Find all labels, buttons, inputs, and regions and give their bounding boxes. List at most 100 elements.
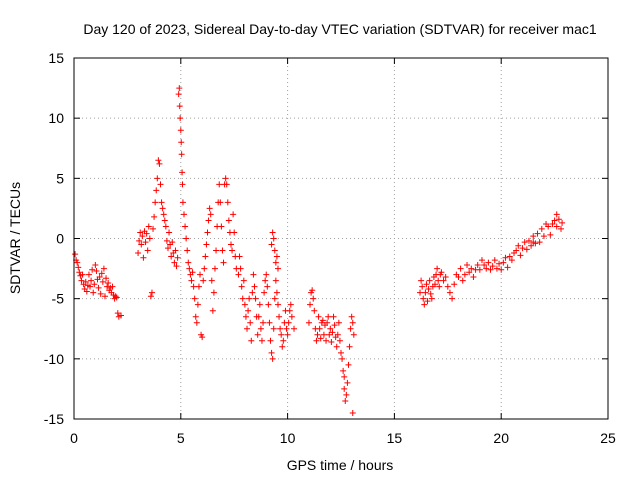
data-point bbox=[183, 235, 190, 242]
data-point bbox=[74, 259, 81, 266]
data-point bbox=[274, 301, 281, 308]
data-point bbox=[476, 266, 483, 273]
data-point bbox=[139, 233, 146, 240]
data-point bbox=[179, 199, 186, 206]
x-tick-label: 15 bbox=[387, 430, 403, 446]
data-point bbox=[534, 230, 541, 237]
data-point bbox=[179, 181, 186, 188]
data-point bbox=[251, 283, 258, 290]
data-point bbox=[345, 361, 352, 368]
data-point bbox=[219, 247, 226, 254]
data-point bbox=[262, 277, 269, 284]
data-point bbox=[334, 331, 341, 338]
y-tick-label: 5 bbox=[56, 170, 64, 186]
data-point bbox=[135, 249, 142, 256]
data-point bbox=[317, 335, 324, 342]
data-point bbox=[331, 322, 338, 329]
data-point bbox=[517, 252, 524, 259]
data-point bbox=[154, 175, 161, 182]
data-point bbox=[206, 205, 213, 212]
data-point bbox=[506, 253, 513, 260]
data-point bbox=[203, 241, 210, 248]
data-point bbox=[200, 277, 207, 284]
data-point bbox=[104, 283, 111, 290]
data-point bbox=[523, 246, 530, 253]
data-point bbox=[519, 245, 526, 252]
data-point bbox=[155, 157, 162, 164]
data-point bbox=[168, 253, 175, 260]
data-point bbox=[75, 264, 82, 271]
y-tick-label: -15 bbox=[44, 411, 64, 427]
data-point bbox=[278, 331, 285, 338]
data-point bbox=[268, 241, 275, 248]
data-point bbox=[426, 277, 433, 284]
data-point bbox=[227, 241, 234, 248]
data-point bbox=[314, 331, 321, 338]
data-point bbox=[109, 283, 116, 290]
y-axis-label: SDTVAR / TECUs bbox=[7, 182, 23, 294]
data-point bbox=[502, 254, 509, 261]
data-point bbox=[424, 298, 431, 305]
data-point bbox=[325, 313, 332, 320]
data-point bbox=[158, 199, 165, 206]
data-point bbox=[347, 325, 354, 332]
data-point bbox=[338, 349, 344, 356]
data-point bbox=[184, 247, 191, 254]
data-point bbox=[161, 217, 168, 224]
data-point bbox=[553, 211, 560, 218]
data-point bbox=[169, 239, 176, 246]
data-point bbox=[438, 269, 445, 276]
data-point bbox=[288, 313, 295, 320]
data-point bbox=[216, 181, 223, 188]
data-point bbox=[87, 283, 94, 290]
data-point bbox=[99, 278, 106, 285]
data-point bbox=[241, 301, 248, 308]
data-point bbox=[72, 251, 79, 258]
data-point bbox=[515, 242, 522, 249]
data-point bbox=[474, 261, 481, 268]
data-point bbox=[431, 281, 438, 288]
data-point bbox=[319, 317, 326, 324]
data-point bbox=[273, 253, 280, 260]
data-point bbox=[258, 337, 265, 344]
data-point bbox=[147, 293, 154, 300]
data-point bbox=[235, 271, 242, 278]
data-point bbox=[478, 257, 485, 264]
data-point bbox=[485, 259, 492, 266]
data-point bbox=[101, 293, 108, 300]
data-point bbox=[179, 169, 186, 176]
data-point bbox=[268, 349, 275, 356]
data-point bbox=[464, 261, 471, 268]
data-point bbox=[545, 223, 552, 230]
y-tick-label: 10 bbox=[48, 110, 64, 126]
data-point bbox=[553, 223, 560, 230]
grid bbox=[74, 58, 608, 419]
data-point bbox=[493, 265, 500, 272]
data-point bbox=[114, 310, 121, 317]
data-point bbox=[90, 289, 97, 296]
data-point bbox=[455, 274, 462, 281]
data-point bbox=[283, 325, 290, 332]
data-point bbox=[136, 237, 143, 244]
data-point bbox=[348, 313, 355, 320]
data-point bbox=[265, 301, 272, 308]
data-point bbox=[346, 343, 353, 350]
data-point bbox=[85, 271, 92, 278]
data-point bbox=[280, 337, 287, 344]
data-point bbox=[342, 397, 349, 404]
data-point bbox=[93, 267, 100, 274]
data-point bbox=[427, 290, 434, 297]
data-point bbox=[311, 307, 318, 314]
data-point bbox=[341, 385, 348, 392]
data-point bbox=[178, 139, 185, 146]
data-point bbox=[157, 181, 164, 188]
data-point bbox=[224, 199, 231, 206]
data-point bbox=[451, 281, 458, 288]
data-point bbox=[249, 289, 256, 296]
x-axis-label: GPS time / hours bbox=[287, 457, 394, 473]
data-point bbox=[222, 175, 229, 182]
data-points bbox=[72, 85, 566, 416]
data-point bbox=[100, 265, 107, 272]
data-point bbox=[91, 281, 98, 288]
data-point bbox=[248, 337, 255, 344]
